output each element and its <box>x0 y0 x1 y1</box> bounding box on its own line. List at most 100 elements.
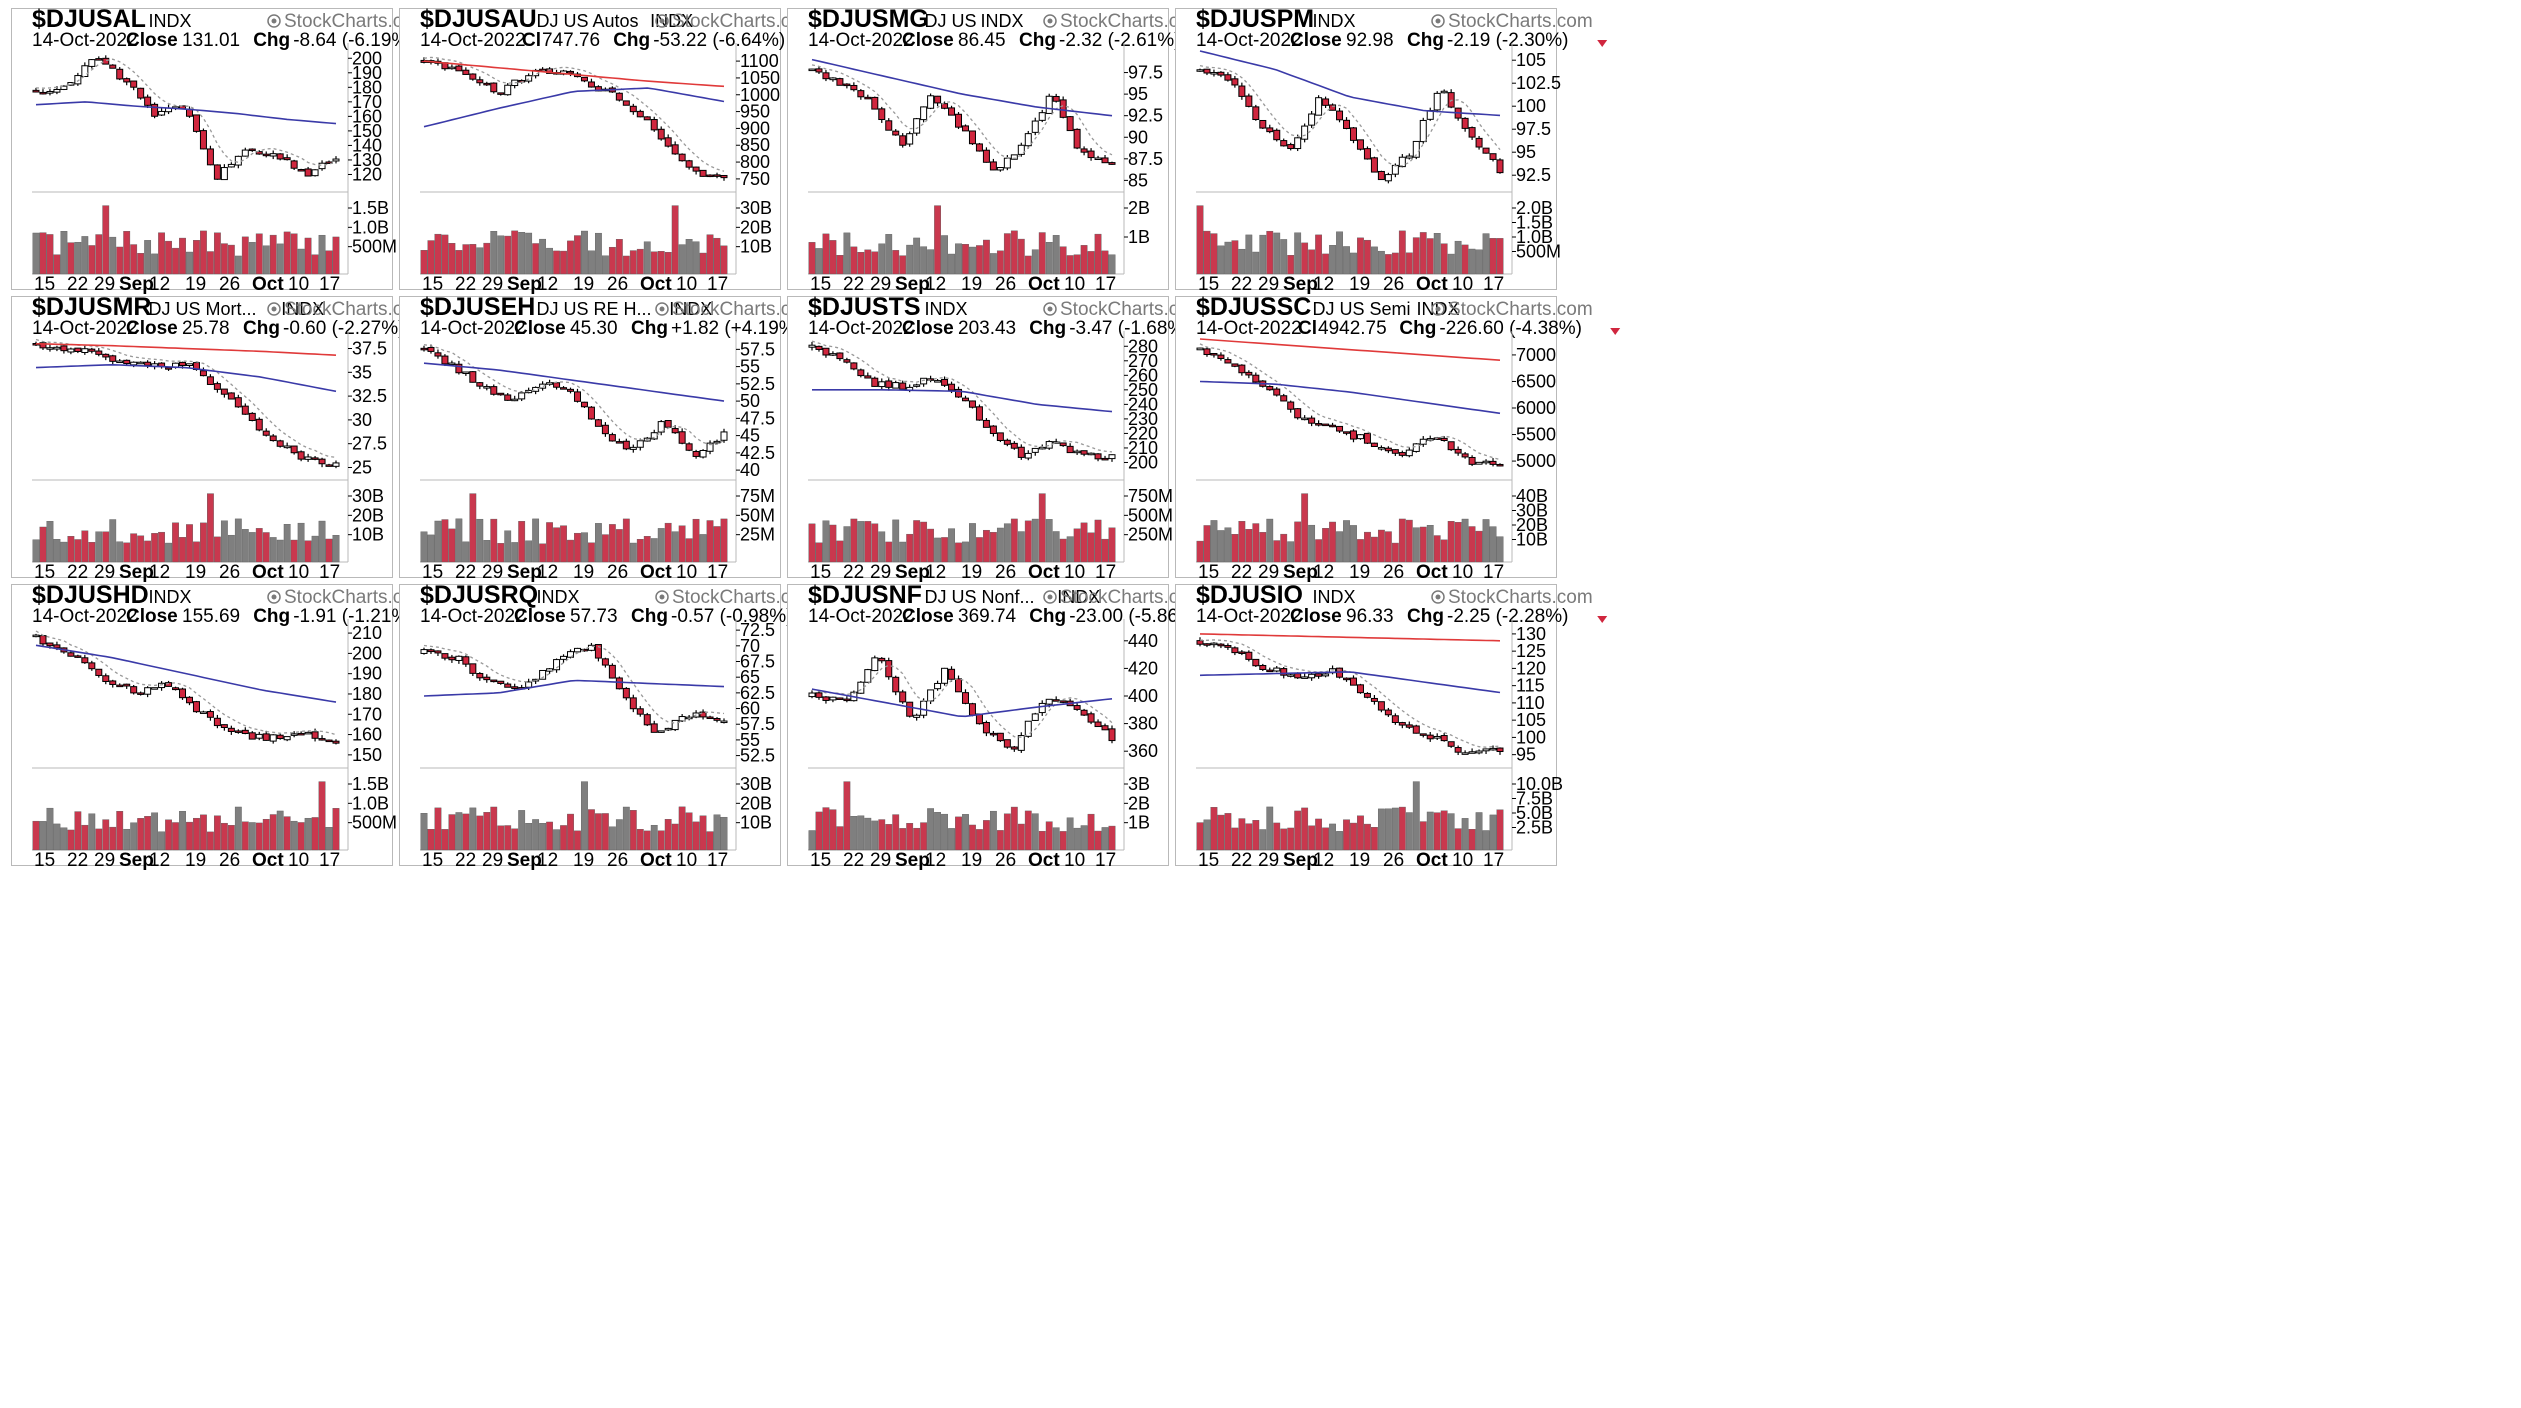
candle-down <box>643 714 651 726</box>
candle-down <box>815 68 823 73</box>
volume-bar <box>213 815 221 851</box>
volume-tick-label: 2B <box>1128 793 1150 813</box>
volume-bar <box>560 250 567 275</box>
volume-bar <box>283 524 291 563</box>
volume-bar <box>1315 818 1323 851</box>
volume-tick-label: 20B <box>740 793 772 813</box>
candle-down <box>678 431 686 444</box>
chart-panel-djuseh[interactable]: $DJUSEH DJ US RE H... INDX StockCharts.com 1… <box>399 293 832 583</box>
volume-bar <box>39 232 47 275</box>
candle-down <box>1003 439 1011 445</box>
volume-bar <box>441 234 449 275</box>
candle-down <box>434 650 442 654</box>
volume-bar <box>67 242 75 275</box>
chg-value: -23.00 (-5.86%) <box>1069 606 1201 627</box>
candle-down <box>1094 721 1102 728</box>
moving-average-short <box>811 664 1113 738</box>
volume-bar <box>1357 539 1364 563</box>
price-tick-label: 55 <box>740 357 760 377</box>
chart-panel-djusio[interactable]: $DJUSIO INDX StockCharts.com 14-Oct-2022 Clo… <box>1175 581 1608 871</box>
x-tick-label: 26 <box>995 562 1016 583</box>
price-tick-label: 52.5 <box>740 374 775 394</box>
candle-down <box>864 375 872 379</box>
chart-symbol: $DJUSMR <box>32 293 151 321</box>
volume-bar <box>1059 538 1067 563</box>
volume-bar <box>671 205 679 275</box>
chart-panel-djusmr[interactable]: $DJUSMR DJ US Mort... INDX StockCharts.com 1… <box>11 293 444 583</box>
candle-down <box>706 716 714 720</box>
candle-down <box>1203 348 1211 356</box>
candle-down <box>996 732 1004 742</box>
candle-down <box>427 649 435 653</box>
volume-bar <box>934 205 941 275</box>
volume-bar <box>53 539 61 563</box>
volume-tick-label: 20B <box>740 217 772 237</box>
volume-bar <box>137 253 145 275</box>
volume-bar <box>311 817 319 851</box>
moving-average-short <box>811 340 1113 453</box>
volume-bar <box>283 816 291 851</box>
chart-symbol: $DJUSAL <box>32 5 146 33</box>
candle-up <box>1073 450 1081 454</box>
candle-up <box>1475 750 1483 754</box>
candle-down <box>1245 371 1253 376</box>
volume-bar <box>1329 823 1336 851</box>
price-tick-label: 100 <box>1516 727 1546 747</box>
volume-bar <box>455 518 463 563</box>
volume-bar <box>885 541 893 563</box>
x-tick-label: 15 <box>34 562 55 583</box>
moving-average-mid <box>812 389 1113 413</box>
candle-down <box>1398 722 1406 726</box>
candle-up <box>1052 441 1060 444</box>
volume-bar <box>706 520 714 563</box>
volume-bar <box>1045 821 1053 851</box>
volume-bar <box>1454 240 1462 275</box>
candle-up <box>1391 164 1399 175</box>
chart-panel-djusrq[interactable]: $DJUSRQ INDX StockCharts.com 14-Oct-2022 Clo… <box>399 581 832 871</box>
volume-bar <box>88 813 96 851</box>
chart-panel-djusal[interactable]: $DJUSAL INDX StockCharts.com 14-Oct-2022 Clo… <box>11 5 454 295</box>
volume-bar <box>276 810 284 851</box>
volume-bar <box>1301 242 1309 275</box>
chart-panel-djusau[interactable]: $DJUSAU DJ US Autos INDX StockCharts.com 14-… <box>399 5 824 295</box>
x-tick-label: 29 <box>482 562 503 583</box>
candle-down <box>1489 460 1497 465</box>
volume-bar <box>304 237 312 275</box>
candle-up <box>808 344 816 348</box>
x-tick-label: 19 <box>961 562 982 583</box>
volume-bar <box>1343 520 1350 563</box>
chart-panel-djushd[interactable]: $DJUSHD INDX StockCharts.com 14-Oct-2022 Clo… <box>11 581 454 871</box>
volume-bar <box>1412 237 1420 275</box>
chart-panel-djusnf[interactable]: $DJUSNF DJ US Nonf... INDX StockCharts.com 1… <box>787 581 1240 871</box>
volume-bar <box>318 781 326 851</box>
volume-bar <box>130 533 138 563</box>
volume-bar <box>511 828 519 851</box>
volume-bar <box>248 532 256 563</box>
candle-down <box>961 125 969 132</box>
volume-bar <box>165 542 172 563</box>
candle-down <box>836 78 844 86</box>
volume-tick-label: 10B <box>1516 530 1548 550</box>
volume-bar <box>123 231 131 275</box>
candle-down <box>594 419 602 427</box>
chart-panel-djusts[interactable]: $DJUSTS INDX StockCharts.com 14-Oct-2022 Clo… <box>787 293 1230 583</box>
candle-down <box>678 153 686 162</box>
chart-panel-djusmg[interactable]: $DJUSMG DJ US INDX StockCharts.com 14-Oct-20… <box>787 5 1220 295</box>
x-tick-label: 17 <box>319 562 340 583</box>
candle-down <box>699 169 707 177</box>
volume-bar <box>878 531 886 563</box>
chart-panel-djuspm[interactable]: $DJUSPM INDX StockCharts.com 14-Oct-2022 Clo… <box>1175 5 1608 295</box>
volume-bar <box>1398 518 1406 563</box>
candle-down <box>1370 157 1378 173</box>
volume-bar <box>311 254 319 275</box>
candle-up <box>290 733 298 736</box>
volume-bar <box>913 827 921 851</box>
candle-down <box>961 692 969 704</box>
volume-tick-label: 5.0B <box>1516 803 1553 823</box>
volume-bar <box>207 251 214 275</box>
price-tick-label: 37.5 <box>352 339 387 359</box>
candle-up <box>455 655 463 661</box>
volume-bar <box>46 521 54 563</box>
candle-up <box>720 720 728 724</box>
